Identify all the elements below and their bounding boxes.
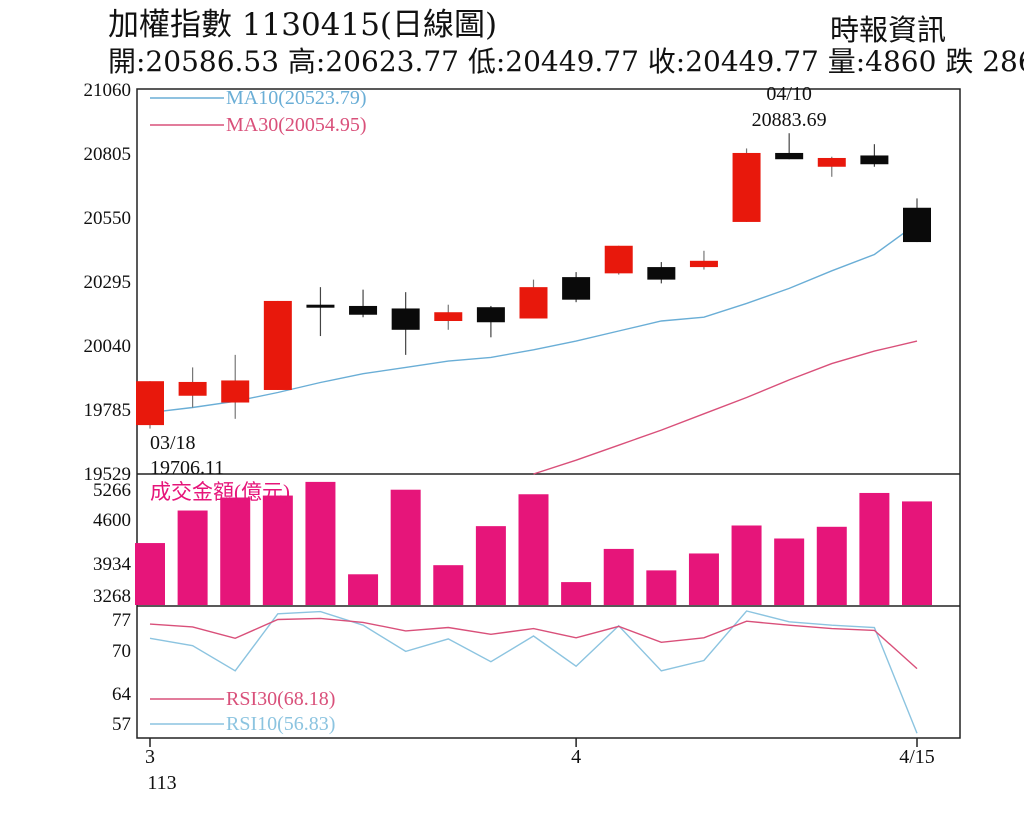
candle-body — [434, 312, 463, 322]
legend-label-ma30: MA30(20054.95) — [226, 114, 367, 136]
volume-bar — [518, 494, 549, 605]
volume-bar — [603, 548, 634, 605]
volume-bar — [475, 526, 506, 605]
low-annotation-date: 03/18 — [150, 432, 196, 454]
volume-bar — [220, 497, 251, 605]
x-tick-sublabel: 113 — [147, 772, 176, 794]
volume-bar — [348, 574, 379, 605]
rsi10-line — [149, 610, 918, 734]
candle-body — [221, 380, 250, 403]
legend-label-rsi30: RSI30(68.18) — [226, 688, 335, 710]
candle-body — [604, 245, 633, 274]
rsi-tick-label: 64 — [112, 684, 132, 705]
price-tick-label: 19785 — [84, 400, 132, 421]
volume-bar — [390, 489, 421, 605]
volume-bar — [816, 526, 847, 605]
volume-panel-title: 成交金額(億元) — [150, 480, 290, 504]
volume-bar — [561, 582, 592, 605]
candle-body — [136, 381, 164, 426]
volume-bar — [646, 570, 677, 605]
chart-title: 加權指數 1130415(日線圖) — [108, 7, 498, 43]
volume-bar — [688, 553, 719, 605]
volume-bar — [177, 510, 208, 605]
source-label: 時報資訊 — [830, 13, 947, 47]
candle-body — [476, 307, 505, 323]
volume-bar — [135, 543, 165, 605]
volume-tick-label: 5266 — [93, 480, 131, 501]
legend-label-ma10: MA10(20523.79) — [226, 87, 367, 109]
price-tick-label: 20040 — [84, 336, 132, 357]
volume-bar — [902, 501, 932, 605]
volume-bar — [731, 525, 762, 605]
x-tick-label: 3 — [145, 746, 155, 768]
candle-body — [817, 157, 846, 167]
volume-tick-label: 4600 — [93, 510, 131, 531]
candle-body — [178, 381, 207, 396]
volume-bar — [774, 538, 805, 605]
rsi-tick-label: 70 — [112, 641, 131, 662]
ma30-line — [533, 340, 918, 475]
price-tick-label: 21060 — [84, 80, 132, 101]
candle-body — [647, 267, 676, 280]
candle-body — [263, 300, 292, 390]
volume-bar — [305, 481, 336, 605]
candle-body — [391, 308, 420, 330]
price-tick-label: 19529 — [84, 464, 132, 485]
legend-label-rsi10: RSI10(56.83) — [226, 713, 335, 735]
volume-bar — [433, 565, 464, 605]
high-annotation-date: 04/10 — [766, 83, 812, 105]
low-annotation-value: 19706.11 — [150, 457, 224, 479]
candle-body — [519, 287, 548, 319]
candle-body — [689, 260, 718, 268]
high-annotation-value: 20883.69 — [752, 109, 827, 131]
x-tick-label: 4 — [571, 746, 581, 768]
rsi-tick-label: 77 — [112, 610, 131, 631]
x-tick-label: 4/15 — [899, 746, 935, 768]
rsi-tick-label: 57 — [112, 714, 131, 735]
ma10-line — [149, 222, 918, 414]
candle-body — [903, 207, 931, 243]
candle-body — [562, 277, 591, 300]
volume-tick-label: 3934 — [93, 554, 132, 575]
price-tick-label: 20550 — [84, 208, 132, 229]
volume-bar — [859, 492, 890, 605]
candle-body — [349, 305, 378, 315]
rsi30-line — [149, 617, 918, 670]
candle-body — [860, 155, 889, 165]
plot-frame — [136, 88, 961, 739]
price-tick-label: 20295 — [84, 272, 132, 293]
ohlc-summary: 開:20586.53 高:20623.77 低:20449.77 收:20449… — [108, 45, 1024, 78]
candle-body — [732, 152, 761, 222]
volume-tick-label: 3268 — [93, 586, 131, 607]
volume-bar — [262, 495, 293, 605]
candle-body — [306, 304, 335, 308]
candle-body — [775, 152, 804, 160]
price-tick-label: 20805 — [84, 144, 132, 165]
